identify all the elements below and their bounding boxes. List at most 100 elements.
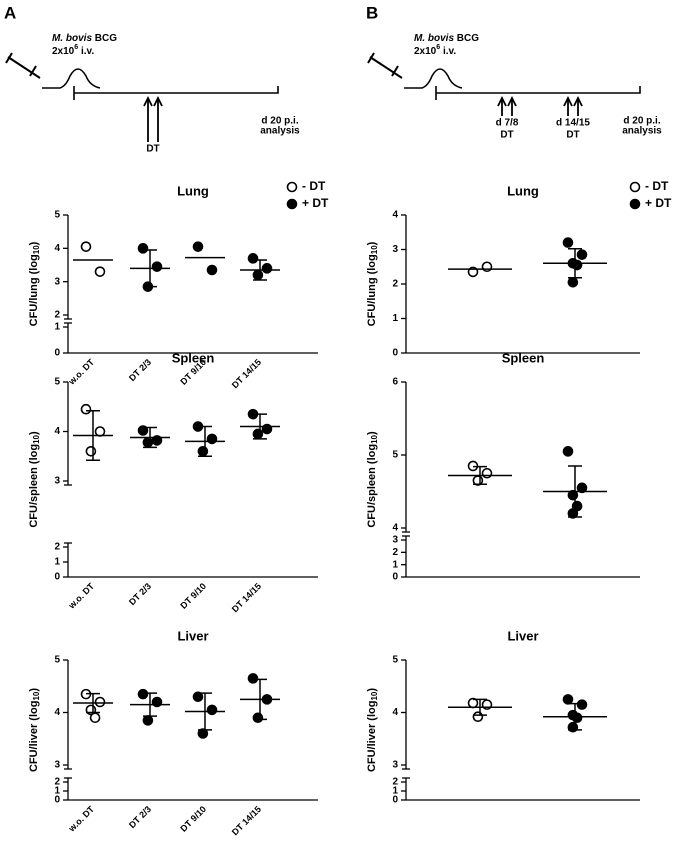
dose-label: 2x106 i.v. xyxy=(52,42,94,57)
chart-title: Liver xyxy=(507,628,538,643)
arrow-head xyxy=(573,95,583,107)
data-point xyxy=(576,249,588,260)
y-tick-label: 4 xyxy=(392,523,398,534)
error-bar xyxy=(86,409,100,461)
panel-letter: B xyxy=(366,3,378,22)
y-label-text: CFU/lung (log xyxy=(28,254,40,326)
error-bar xyxy=(473,698,487,716)
data-point xyxy=(80,403,92,415)
y-tick-label: 1 xyxy=(392,559,398,570)
arrow-label: DT xyxy=(500,130,513,141)
y-tick-label: 1 xyxy=(54,322,60,333)
y-label-end: ) xyxy=(366,431,378,435)
y-label-sub: 10 xyxy=(32,434,41,443)
x-tick-label: DT 14/15 xyxy=(230,581,263,614)
error-bar xyxy=(143,692,157,717)
agent-label: M. bovis BCG xyxy=(414,33,479,44)
arrow-label: d 7/8 xyxy=(496,118,519,129)
arrow-head xyxy=(507,95,517,107)
dose-exp: 6 xyxy=(74,44,78,51)
arrow-head xyxy=(143,95,153,107)
y-tick-label: 0 xyxy=(54,795,60,806)
chart-title: Lung xyxy=(507,183,539,198)
x-tick-label: w.o. DT xyxy=(66,804,97,835)
data-point xyxy=(562,237,574,248)
y-axis-label: CFU/liver (log10) xyxy=(366,688,379,772)
y-tick-label: 5 xyxy=(54,210,60,221)
data-point xyxy=(576,482,588,494)
data-point xyxy=(197,445,209,457)
y-tick-label: 3 xyxy=(392,760,398,771)
error-bar xyxy=(568,248,582,279)
y-tick-label: 3 xyxy=(54,476,60,487)
chart-title: Spleen xyxy=(172,350,215,365)
error-bar xyxy=(253,678,267,721)
mouse xyxy=(404,68,463,89)
y-tick-label: 5 xyxy=(54,377,60,388)
data-point xyxy=(85,445,97,457)
dose-exp: 6 xyxy=(436,44,440,51)
x-tick-label: w.o. DT xyxy=(66,357,97,388)
data-point xyxy=(197,728,209,739)
data-point xyxy=(571,259,583,271)
y-tick-label: 0 xyxy=(392,795,398,806)
data-point xyxy=(206,704,218,716)
data-point xyxy=(252,428,264,440)
y-axis-label: CFU/liver (log10) xyxy=(28,688,41,772)
data-point xyxy=(80,241,92,252)
y-tick-label: 2 xyxy=(54,542,60,553)
y-label-end: ) xyxy=(28,241,40,245)
y-tick-label: 6 xyxy=(392,377,398,388)
data-point xyxy=(571,712,583,724)
end-label: d 20 p.i. xyxy=(261,116,298,127)
y-axis-label: CFU/lung (log10) xyxy=(28,241,41,326)
data-point xyxy=(94,266,106,277)
dose: 2x10 xyxy=(52,46,75,57)
data-point xyxy=(562,694,574,705)
y-tick-label: 4 xyxy=(54,707,60,718)
x-tick-label: DT 2/3 xyxy=(127,357,153,383)
y-tick-label: 2 xyxy=(392,279,398,290)
dose-label: 2x106 i.v. xyxy=(414,42,456,57)
y-tick-label: 5 xyxy=(54,655,60,666)
data-point xyxy=(576,699,588,710)
data-point xyxy=(481,467,493,479)
x-tick-label: DT 2/3 xyxy=(127,581,153,607)
arrow-head xyxy=(563,95,573,107)
data-point xyxy=(247,253,259,264)
y-tick-label: 3 xyxy=(54,276,60,287)
data-point xyxy=(252,712,264,724)
data-point xyxy=(89,712,101,724)
end-label: analysis xyxy=(260,126,300,137)
y-tick-label: 2 xyxy=(392,547,398,558)
y-label-sub: 10 xyxy=(32,245,41,254)
y-axis-label: CFU/spleen (log10) xyxy=(28,431,41,528)
arrow-label: DT xyxy=(566,130,579,141)
chart-title: Spleen xyxy=(502,350,545,365)
y-tick-label: 1 xyxy=(392,786,398,797)
error-bar xyxy=(253,413,267,440)
y-label-text: CFU/lung (log xyxy=(366,254,378,326)
y-tick-label: 2 xyxy=(392,777,398,788)
y-tick-label: 3 xyxy=(392,535,398,546)
y-label-text: CFU/liver (log xyxy=(366,701,378,773)
y-label-text: CFU/spleen (log xyxy=(366,444,378,528)
data-point xyxy=(137,243,149,254)
data-point xyxy=(142,715,154,726)
data-point xyxy=(137,688,149,700)
error-bar xyxy=(143,426,157,449)
y-tick-label: 0 xyxy=(392,572,398,583)
y-tick-label: 4 xyxy=(54,243,60,254)
data-point xyxy=(142,437,154,448)
agent-label: M. bovis BCG xyxy=(52,33,117,44)
arrow-head xyxy=(153,95,163,107)
y-label-end: ) xyxy=(28,688,40,692)
agent: BCG xyxy=(95,33,117,44)
data-point xyxy=(261,263,273,274)
legend-marker xyxy=(629,181,641,193)
arrow-head xyxy=(497,95,507,107)
y-label-end: ) xyxy=(366,241,378,245)
y-axis-label: CFU/spleen (log10) xyxy=(366,431,379,528)
data-point xyxy=(472,711,484,723)
panel-letter: A xyxy=(4,3,16,22)
